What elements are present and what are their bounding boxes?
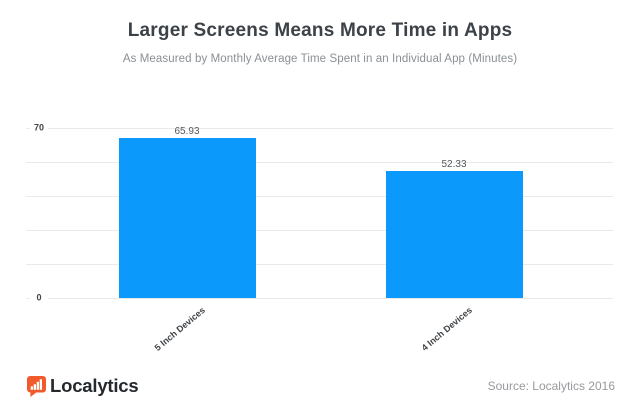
plot-area: 70 0 65.93 5 Inch Devices 52.33 4 Inch Device… xyxy=(26,121,613,353)
source-attribution: Source: Localytics 2016 xyxy=(487,379,615,393)
gridline xyxy=(26,263,613,265)
chart-subtitle: As Measured by Monthly Average Time Spen… xyxy=(122,53,518,65)
gridline xyxy=(26,127,613,129)
bar-2 xyxy=(385,170,523,298)
y-axis-tick-label: 0 xyxy=(30,291,48,305)
chart-footer: Localytics Source: Localytics 2016 xyxy=(27,373,615,399)
chart-header: Larger Screens Means More Time in Apps A… xyxy=(0,20,640,65)
brand-name: Localytics xyxy=(50,375,139,396)
x-axis-category-label: 5 Inch Devices xyxy=(153,305,208,353)
bar-value-label: 65.93 xyxy=(174,125,200,137)
brand-logo: Localytics xyxy=(27,375,139,397)
gridline xyxy=(26,195,613,197)
gridline xyxy=(26,297,613,299)
gridline xyxy=(26,229,613,231)
bar-1 xyxy=(118,137,256,298)
bar-value-label: 52.33 xyxy=(441,158,467,170)
bar-chart-speech-bubble-icon xyxy=(27,375,47,397)
chart-title: Larger Screens Means More Time in Apps xyxy=(127,20,513,41)
gridline xyxy=(26,161,613,163)
y-axis-tick-label: 70 xyxy=(30,121,48,135)
x-axis-category-label: 4 Inch Devices xyxy=(420,305,475,353)
